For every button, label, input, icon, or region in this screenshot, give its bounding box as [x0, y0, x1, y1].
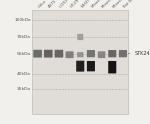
FancyBboxPatch shape — [55, 50, 63, 58]
Text: 100kDa: 100kDa — [14, 18, 31, 22]
FancyBboxPatch shape — [44, 50, 52, 58]
FancyBboxPatch shape — [76, 61, 84, 72]
Text: Rat liver: Rat liver — [123, 0, 137, 9]
FancyBboxPatch shape — [87, 61, 95, 71]
Text: A375: A375 — [48, 0, 58, 9]
Text: Mouse liver: Mouse liver — [91, 0, 110, 9]
FancyBboxPatch shape — [108, 50, 116, 57]
Text: NIH3T3: NIH3T3 — [80, 0, 93, 9]
FancyBboxPatch shape — [87, 50, 95, 57]
FancyBboxPatch shape — [33, 50, 42, 58]
Text: 70kDa: 70kDa — [17, 35, 31, 39]
FancyBboxPatch shape — [108, 61, 116, 73]
Text: U-251MG: U-251MG — [59, 0, 75, 9]
FancyBboxPatch shape — [119, 50, 127, 57]
Text: Mouse lung: Mouse lung — [112, 0, 131, 9]
FancyBboxPatch shape — [77, 34, 83, 40]
Text: STK24: STK24 — [134, 51, 150, 56]
Text: 55kDa: 55kDa — [17, 52, 31, 56]
FancyBboxPatch shape — [77, 52, 84, 57]
Bar — [32, 10, 128, 114]
Text: 35kDa: 35kDa — [17, 87, 31, 91]
FancyBboxPatch shape — [98, 51, 105, 58]
FancyBboxPatch shape — [66, 51, 74, 58]
Text: 40kDa: 40kDa — [17, 73, 31, 77]
Text: Mouse kidney: Mouse kidney — [102, 0, 123, 9]
Text: HeLa: HeLa — [38, 0, 47, 9]
Text: HT-29: HT-29 — [70, 0, 80, 9]
